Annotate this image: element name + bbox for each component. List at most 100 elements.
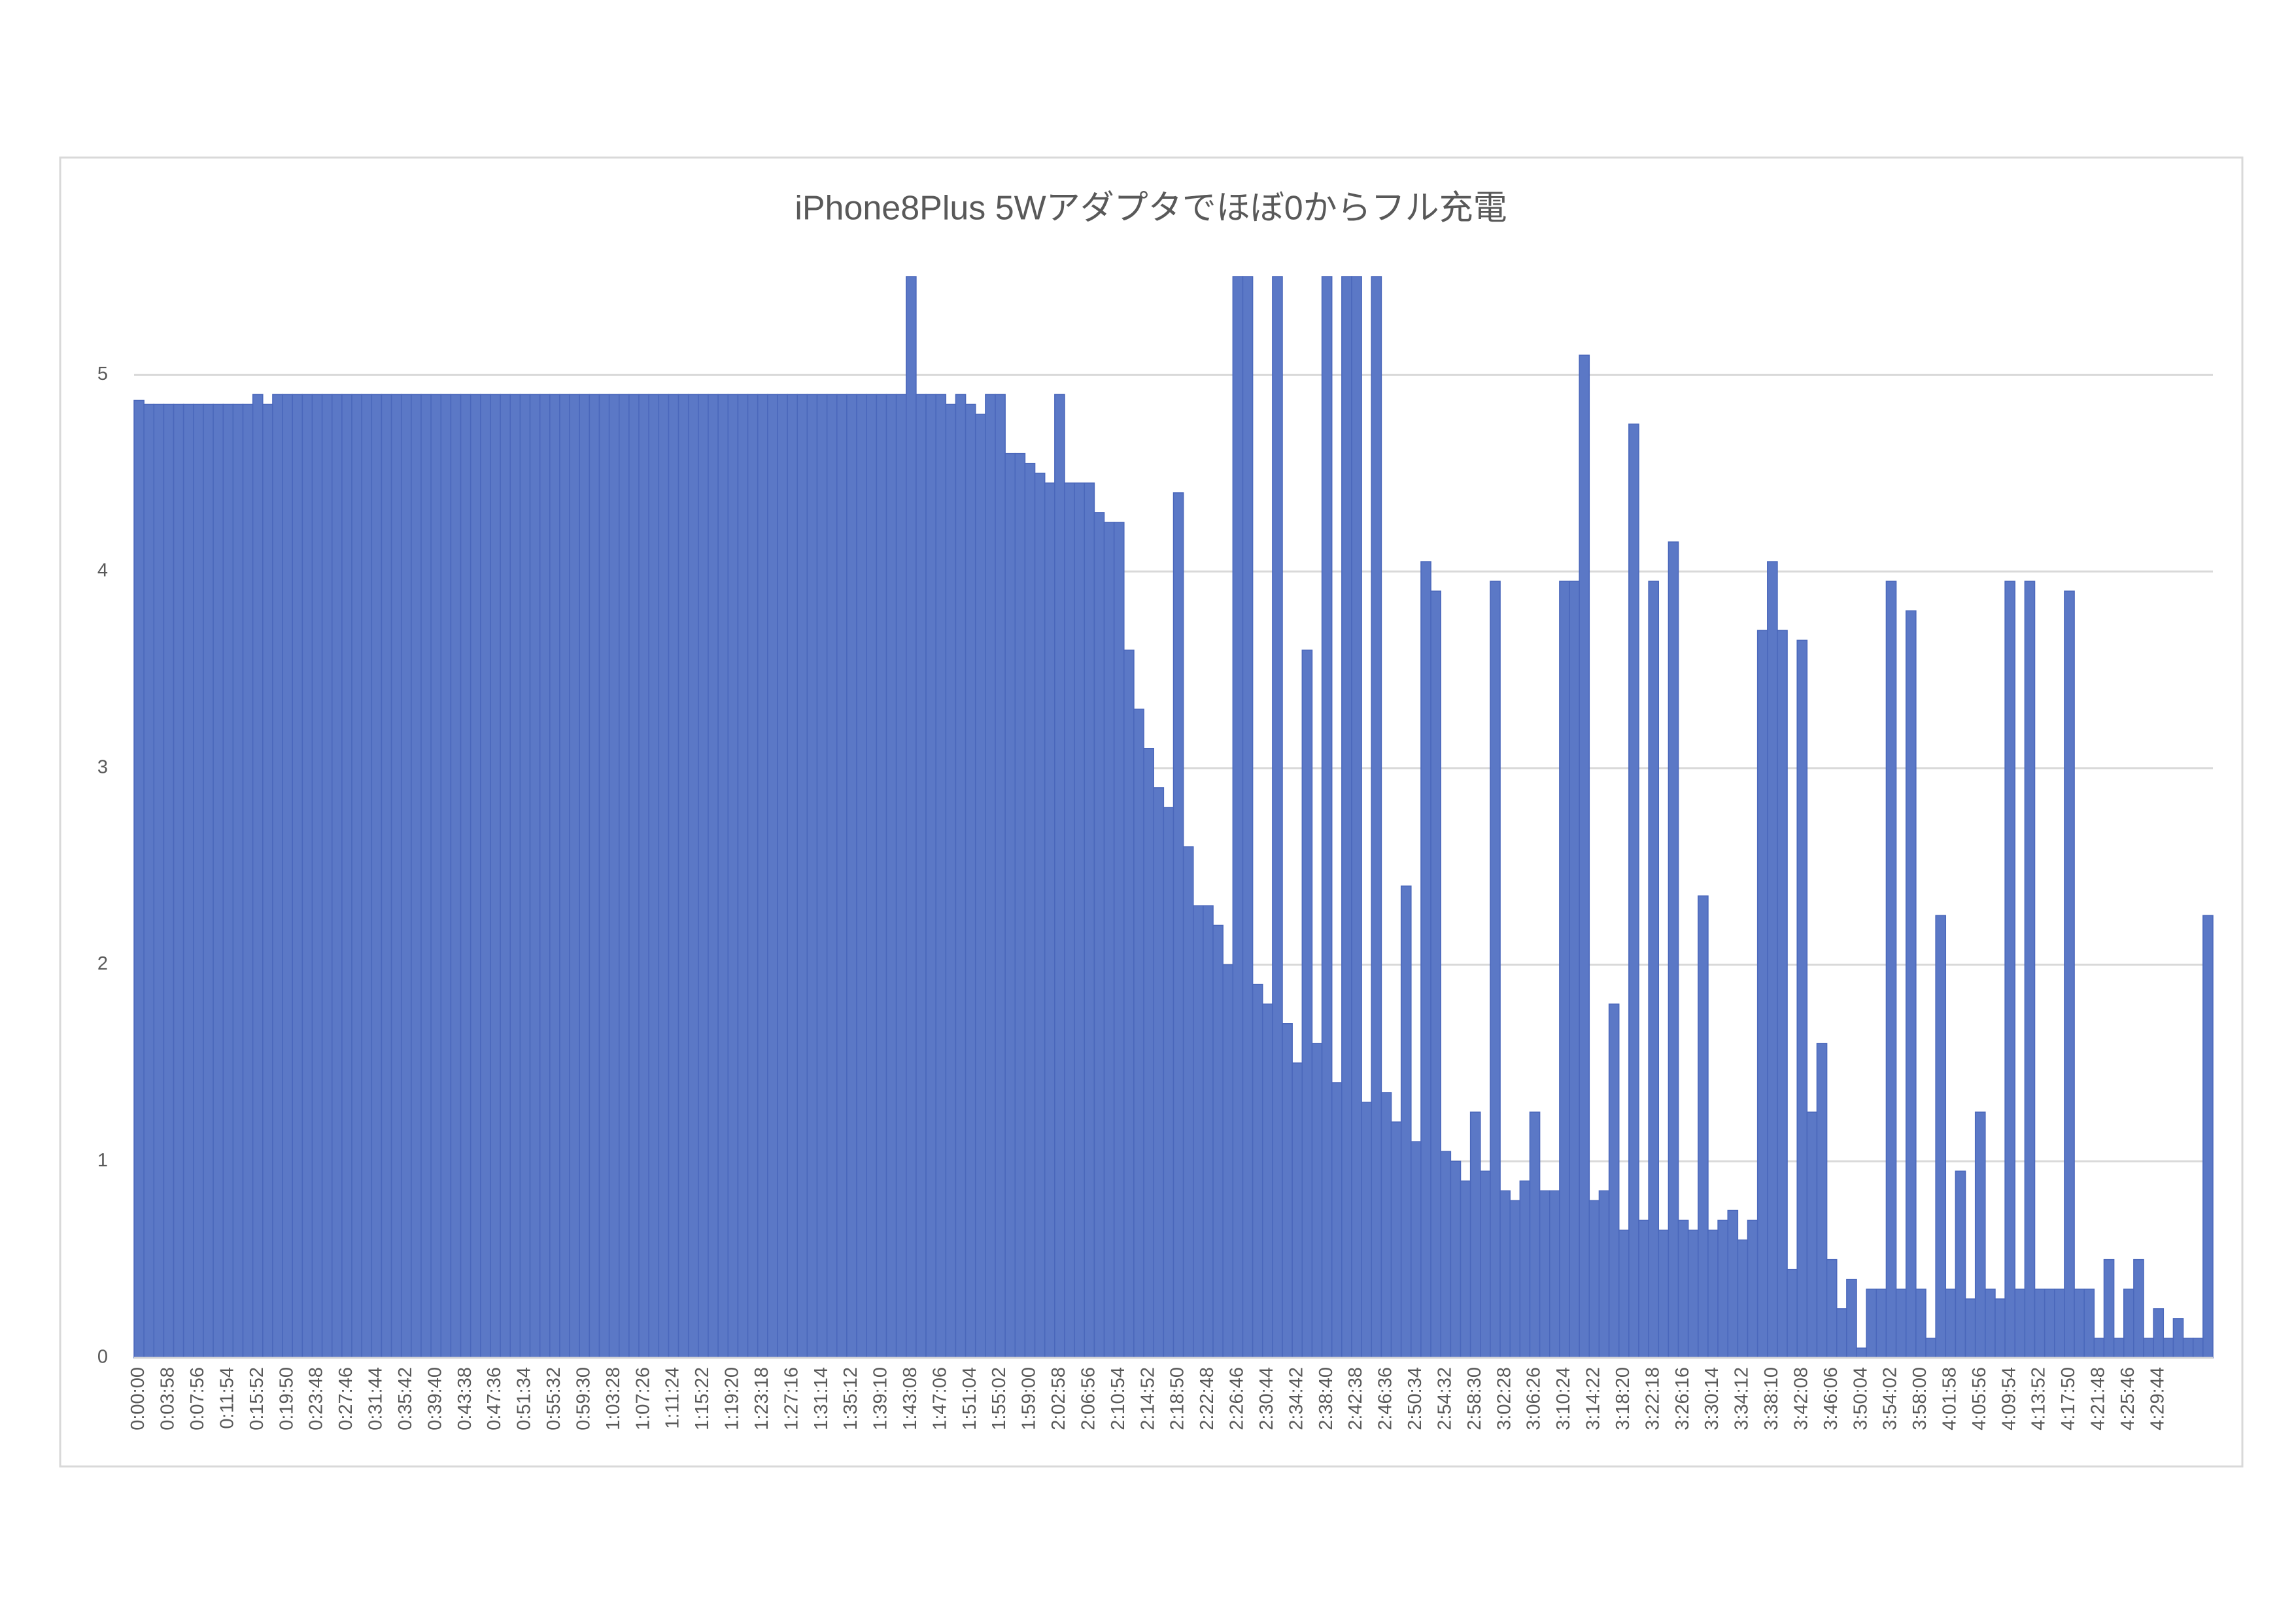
bar <box>133 399 145 1359</box>
x-tick-label: 4:21:48 <box>2088 1367 2109 1430</box>
x-tick-label: 1:31:14 <box>811 1367 832 1430</box>
bar <box>193 403 204 1359</box>
bar <box>1915 1288 1926 1359</box>
x-tick-label: 4:09:54 <box>1998 1367 2019 1430</box>
bar <box>1747 1219 1758 1359</box>
bar <box>648 394 660 1359</box>
bar <box>1411 1141 1422 1359</box>
x-tick-label: 2:50:34 <box>1405 1367 1426 1430</box>
bar <box>1658 1229 1669 1359</box>
bar <box>1064 482 1075 1359</box>
x-tick-label: 1:03:28 <box>603 1367 624 1430</box>
bar <box>1935 915 1947 1359</box>
bar <box>1292 1062 1303 1359</box>
bar <box>381 394 392 1359</box>
bar <box>737 394 749 1359</box>
bar <box>1440 1151 1452 1359</box>
bar <box>1311 1043 1323 1359</box>
bar <box>1420 561 1431 1359</box>
bar <box>1400 885 1412 1359</box>
bar <box>1866 1288 1877 1359</box>
x-tick-label: 2:54:32 <box>1434 1367 1455 1430</box>
bar <box>2103 1259 2115 1359</box>
bar <box>1846 1278 1857 1359</box>
bar <box>213 403 224 1359</box>
bar <box>579 394 591 1359</box>
bar <box>677 394 689 1359</box>
x-tick-label: 0:39:40 <box>424 1367 445 1430</box>
x-tick-label: 3:26:16 <box>1672 1367 1693 1430</box>
bar <box>787 394 798 1359</box>
bar <box>341 394 352 1359</box>
bar <box>767 394 778 1359</box>
bar <box>1875 1288 1887 1359</box>
bar <box>698 394 709 1359</box>
bar <box>400 394 412 1359</box>
bar <box>1569 581 1580 1359</box>
bar <box>658 394 670 1359</box>
bar <box>252 394 264 1359</box>
bar <box>1371 276 1382 1359</box>
bar <box>222 403 234 1359</box>
bar <box>747 394 759 1359</box>
bar <box>1460 1180 1471 1359</box>
bar <box>2083 1288 2095 1359</box>
bar <box>2182 1338 2194 1359</box>
bar <box>490 394 501 1359</box>
bar <box>1499 1190 1511 1359</box>
bar <box>292 394 303 1359</box>
bar <box>232 403 244 1359</box>
x-tick-label: 0:27:46 <box>335 1367 356 1430</box>
bar <box>628 394 640 1359</box>
x-tick-label: 1:23:18 <box>751 1367 772 1430</box>
x-tick-label: 0:15:52 <box>247 1367 267 1430</box>
bar <box>925 394 936 1359</box>
bar <box>1905 610 1917 1359</box>
bar <box>974 413 986 1359</box>
bar <box>371 394 383 1359</box>
bar <box>2143 1338 2154 1359</box>
bar <box>1717 1219 1728 1359</box>
bar <box>955 394 967 1359</box>
bar <box>995 394 1006 1359</box>
x-tick-label: 3:02:28 <box>1494 1367 1515 1430</box>
x-tick-label: 3:10:24 <box>1553 1367 1574 1430</box>
bar <box>1113 522 1125 1359</box>
bar <box>1974 1111 1986 1359</box>
bar <box>470 394 481 1359</box>
bar <box>1469 1111 1481 1359</box>
bar <box>420 394 432 1359</box>
bar <box>1044 482 1055 1359</box>
bar <box>1529 1111 1541 1359</box>
y-tick-label: 0 <box>97 1347 108 1368</box>
bar <box>1885 581 1897 1359</box>
bar <box>2024 581 2036 1359</box>
bar <box>2074 1288 2085 1359</box>
bar <box>1252 983 1263 1359</box>
bar <box>450 394 462 1359</box>
x-tick-label: 4:29:44 <box>2147 1367 2168 1430</box>
x-tick-label: 1:47:06 <box>929 1367 950 1430</box>
bar <box>1182 846 1194 1359</box>
bar <box>1143 747 1154 1359</box>
bar <box>619 394 630 1359</box>
bar <box>1351 276 1362 1359</box>
bar <box>1272 276 1283 1359</box>
x-tick-label: 0:03:58 <box>158 1367 179 1430</box>
bar <box>846 394 857 1359</box>
bar <box>411 394 422 1359</box>
bar <box>668 394 679 1359</box>
y-tick-label: 5 <box>97 364 108 384</box>
bar <box>332 394 343 1359</box>
bar <box>1490 581 1501 1359</box>
bar <box>203 403 214 1359</box>
x-tick-label: 3:22:18 <box>1642 1367 1663 1430</box>
x-tick-label: 1:55:02 <box>989 1367 1010 1430</box>
bar <box>2153 1308 2165 1359</box>
bar <box>1173 492 1184 1359</box>
x-tick-label: 1:35:12 <box>840 1367 861 1430</box>
x-tick-label: 3:54:02 <box>1880 1367 1901 1430</box>
y-tick-label: 2 <box>97 953 108 974</box>
bar <box>1222 964 1234 1359</box>
